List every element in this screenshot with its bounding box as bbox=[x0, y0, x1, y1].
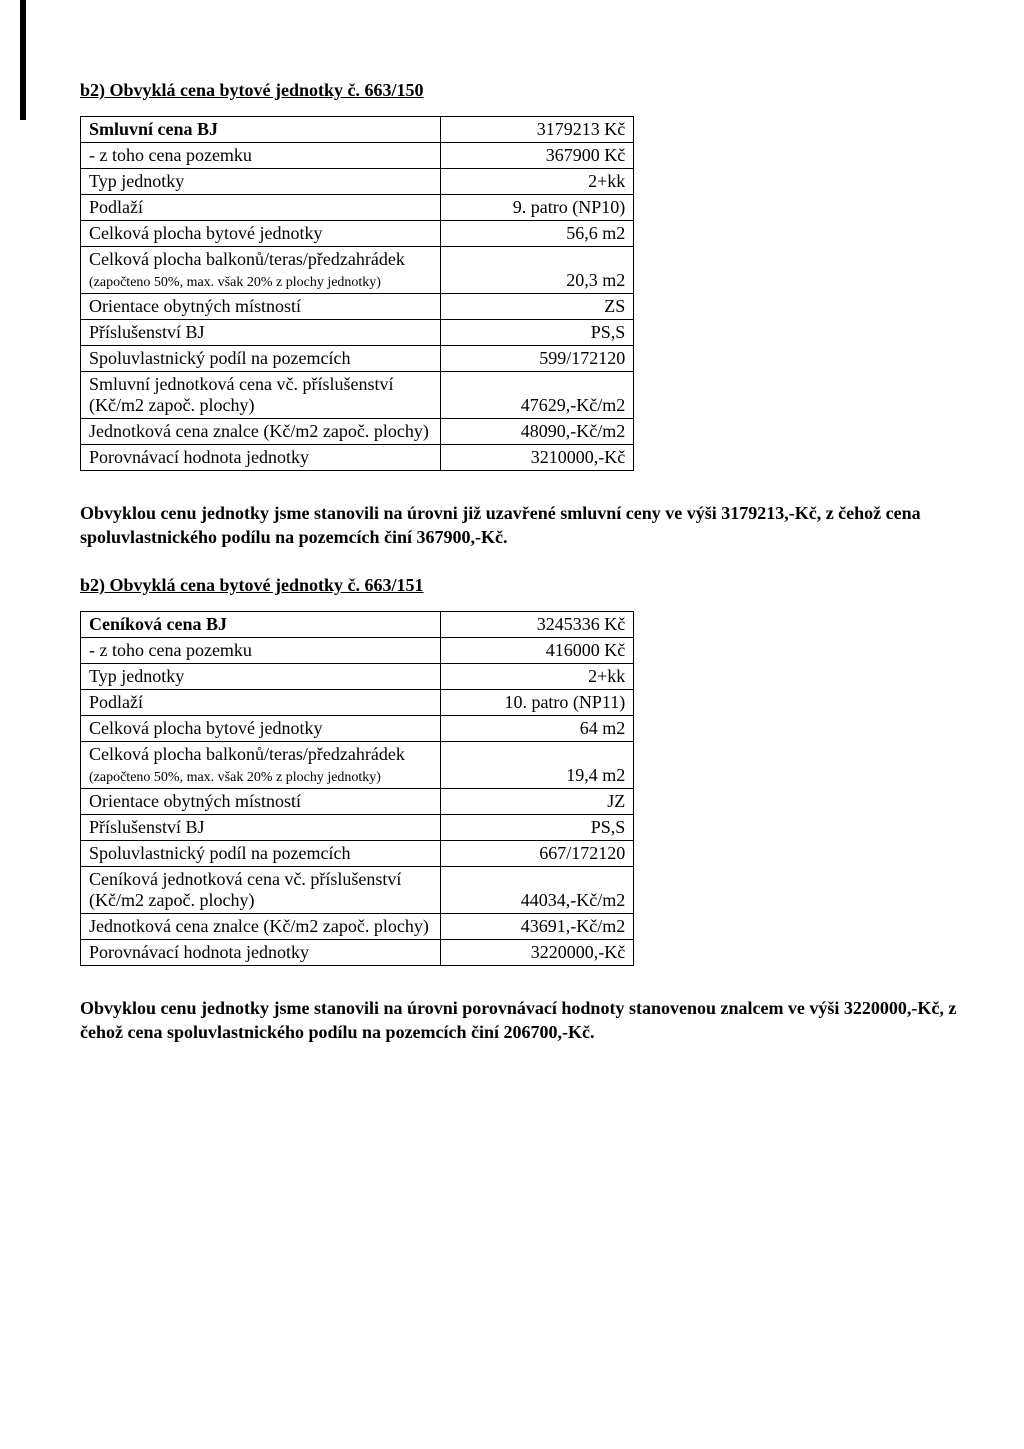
row-label: - z toho cena pozemku bbox=[81, 637, 441, 663]
row-label: Jednotková cena znalce (Kč/m2 započ. plo… bbox=[81, 419, 441, 445]
table-row: Orientace obytných místností JZ bbox=[81, 788, 634, 814]
summary-paragraph-1: Obvyklou cenu jednotky jsme stanovili na… bbox=[80, 501, 974, 550]
table-row: Celková plocha bytové jednotky 64 m2 bbox=[81, 715, 634, 741]
table-row: Spoluvlastnický podíl na pozemcích 599/1… bbox=[81, 346, 634, 372]
table-row: Typ jednotky 2+kk bbox=[81, 169, 634, 195]
table-row: Typ jednotky 2+kk bbox=[81, 663, 634, 689]
row-value: 3245336 Kč bbox=[440, 611, 634, 637]
row-label: Smluvní cena BJ bbox=[81, 117, 441, 143]
row-label-main: Celková plocha balkonů/teras/předzahráde… bbox=[89, 249, 405, 269]
summary-paragraph-2: Obvyklou cenu jednotky jsme stanovili na… bbox=[80, 996, 974, 1045]
table-row: - z toho cena pozemku 416000 Kč bbox=[81, 637, 634, 663]
row-value: 10. patro (NP11) bbox=[440, 689, 634, 715]
row-value: 667/172120 bbox=[440, 840, 634, 866]
row-value: 47629,-Kč/m2 bbox=[440, 372, 634, 419]
row-label: Typ jednotky bbox=[81, 169, 441, 195]
row-label: Porovnávací hodnota jednotky bbox=[81, 939, 441, 965]
table-row: Orientace obytných místností ZS bbox=[81, 294, 634, 320]
row-label: Celková plocha balkonů/teras/předzahráde… bbox=[81, 741, 441, 788]
row-label: Orientace obytných místností bbox=[81, 294, 441, 320]
row-value: 3220000,-Kč bbox=[440, 939, 634, 965]
row-value: 2+kk bbox=[440, 663, 634, 689]
row-label: Porovnávací hodnota jednotky bbox=[81, 445, 441, 471]
row-label: - z toho cena pozemku bbox=[81, 143, 441, 169]
table-row: Ceníková jednotková cena vč. příslušenst… bbox=[81, 866, 634, 913]
row-label: Typ jednotky bbox=[81, 663, 441, 689]
row-label: Příslušenství BJ bbox=[81, 814, 441, 840]
unit-table-1: Smluvní cena BJ 3179213 Kč - z toho cena… bbox=[80, 116, 634, 471]
row-value: 19,4 m2 bbox=[440, 741, 634, 788]
row-label: Smluvní jednotková cena vč. příslušenstv… bbox=[81, 372, 441, 419]
table-row: Smluvní cena BJ 3179213 Kč bbox=[81, 117, 634, 143]
row-label: Ceníková cena BJ bbox=[81, 611, 441, 637]
row-value: 2+kk bbox=[440, 169, 634, 195]
table-row: Smluvní jednotková cena vč. příslušenstv… bbox=[81, 372, 634, 419]
row-label: Spoluvlastnický podíl na pozemcích bbox=[81, 346, 441, 372]
table-row: Příslušenství BJ PS,S bbox=[81, 814, 634, 840]
row-value: 599/172120 bbox=[440, 346, 634, 372]
table-row: Celková plocha balkonů/teras/předzahráde… bbox=[81, 247, 634, 294]
row-label: Jednotková cena znalce (Kč/m2 započ. plo… bbox=[81, 913, 441, 939]
table-row: Ceníková cena BJ 3245336 Kč bbox=[81, 611, 634, 637]
table-row: Porovnávací hodnota jednotky 3210000,-Kč bbox=[81, 445, 634, 471]
row-value: 3179213 Kč bbox=[440, 117, 634, 143]
table-row: Jednotková cena znalce (Kč/m2 započ. plo… bbox=[81, 913, 634, 939]
row-label: Orientace obytných místností bbox=[81, 788, 441, 814]
table-row: - z toho cena pozemku 367900 Kč bbox=[81, 143, 634, 169]
row-value: PS,S bbox=[440, 814, 634, 840]
section-title-2: b2) Obvyklá cena bytové jednotky č. 663/… bbox=[80, 575, 974, 596]
row-value: JZ bbox=[440, 788, 634, 814]
row-label: Podlaží bbox=[81, 689, 441, 715]
row-label-sub: (započteno 50%, max. však 20% z plochy j… bbox=[89, 770, 381, 785]
table-row: Podlaží 9. patro (NP10) bbox=[81, 195, 634, 221]
decorative-left-bar bbox=[20, 0, 26, 120]
row-value: 3210000,-Kč bbox=[440, 445, 634, 471]
row-value: 43691,-Kč/m2 bbox=[440, 913, 634, 939]
row-value: 416000 Kč bbox=[440, 637, 634, 663]
unit-table-2: Ceníková cena BJ 3245336 Kč - z toho cen… bbox=[80, 611, 634, 966]
row-label: Podlaží bbox=[81, 195, 441, 221]
row-value: 9. patro (NP10) bbox=[440, 195, 634, 221]
row-label-sub: (započteno 50%, max. však 20% z plochy j… bbox=[89, 275, 381, 290]
row-label-main: Celková plocha balkonů/teras/předzahráde… bbox=[89, 744, 405, 764]
table-row: Celková plocha balkonů/teras/předzahráde… bbox=[81, 741, 634, 788]
table-row: Podlaží 10. patro (NP11) bbox=[81, 689, 634, 715]
row-value: ZS bbox=[440, 294, 634, 320]
row-value: 64 m2 bbox=[440, 715, 634, 741]
table-row: Spoluvlastnický podíl na pozemcích 667/1… bbox=[81, 840, 634, 866]
row-value: 20,3 m2 bbox=[440, 247, 634, 294]
row-label: Celková plocha bytové jednotky bbox=[81, 221, 441, 247]
row-label: Celková plocha bytové jednotky bbox=[81, 715, 441, 741]
table-row: Příslušenství BJ PS,S bbox=[81, 320, 634, 346]
row-label: Příslušenství BJ bbox=[81, 320, 441, 346]
row-value: 367900 Kč bbox=[440, 143, 634, 169]
row-value: PS,S bbox=[440, 320, 634, 346]
table-row: Jednotková cena znalce (Kč/m2 započ. plo… bbox=[81, 419, 634, 445]
row-label: Ceníková jednotková cena vč. příslušenst… bbox=[81, 866, 441, 913]
row-value: 56,6 m2 bbox=[440, 221, 634, 247]
table-row: Porovnávací hodnota jednotky 3220000,-Kč bbox=[81, 939, 634, 965]
table-row: Celková plocha bytové jednotky 56,6 m2 bbox=[81, 221, 634, 247]
row-value: 48090,-Kč/m2 bbox=[440, 419, 634, 445]
section-title-1: b2) Obvyklá cena bytové jednotky č. 663/… bbox=[80, 80, 974, 101]
row-label: Celková plocha balkonů/teras/předzahráde… bbox=[81, 247, 441, 294]
row-label: Spoluvlastnický podíl na pozemcích bbox=[81, 840, 441, 866]
row-value: 44034,-Kč/m2 bbox=[440, 866, 634, 913]
